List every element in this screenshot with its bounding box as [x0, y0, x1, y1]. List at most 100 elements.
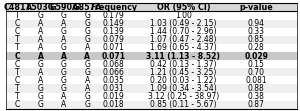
Text: G: G	[38, 84, 44, 93]
Text: A: A	[61, 19, 67, 28]
Bar	[6, 101, 297, 109]
Text: 0.85 (0.11 - 5.67): 0.85 (0.11 - 5.67)	[150, 100, 217, 109]
Text: A: A	[61, 100, 67, 109]
Bar	[6, 52, 297, 60]
Text: p-value: p-value	[239, 3, 273, 12]
Text: A: A	[61, 35, 67, 44]
Text: 1.09 (0.34 - 3.54): 1.09 (0.34 - 3.54)	[150, 84, 217, 93]
Text: G: G	[61, 43, 67, 52]
Text: 0.035: 0.035	[103, 76, 124, 85]
Text: A: A	[38, 35, 43, 44]
Text: 3.12 (0.25 - 38.97): 3.12 (0.25 - 38.97)	[148, 92, 219, 101]
Text: 0.071: 0.071	[101, 52, 125, 61]
Text: 0.068: 0.068	[103, 60, 124, 69]
Text: T: T	[15, 35, 20, 44]
Text: 0.42 (0.13 - 1.37): 0.42 (0.13 - 1.37)	[150, 60, 217, 69]
Text: 0.94: 0.94	[248, 19, 265, 28]
Text: 0.38: 0.38	[248, 92, 265, 101]
Text: 0.029: 0.029	[244, 52, 268, 61]
Text: C481T: C481T	[3, 3, 31, 12]
Text: G: G	[61, 84, 67, 93]
Text: C: C	[15, 27, 20, 36]
Text: 0.179: 0.179	[103, 11, 124, 20]
Text: G: G	[84, 60, 90, 69]
Text: G: G	[38, 92, 44, 101]
Bar	[6, 68, 297, 76]
Text: 1.03 (0.49 - 2.15): 1.03 (0.49 - 2.15)	[150, 19, 217, 28]
Text: 0.019: 0.019	[103, 92, 124, 101]
Text: 0.33: 0.33	[248, 27, 265, 36]
Text: G: G	[38, 60, 44, 69]
Bar	[6, 44, 297, 52]
Text: Frequency: Frequency	[90, 3, 137, 12]
Text: A: A	[38, 43, 43, 52]
Text: T: T	[15, 43, 20, 52]
Text: G: G	[61, 27, 67, 36]
Text: 0.149: 0.149	[103, 19, 124, 28]
Text: A: A	[38, 52, 44, 61]
Text: 0.081: 0.081	[245, 76, 267, 85]
Text: 1.69 (0.65 - 4.37): 1.69 (0.65 - 4.37)	[150, 43, 217, 52]
Text: 0.15: 0.15	[248, 60, 265, 69]
Text: 0.28: 0.28	[248, 43, 265, 52]
Bar	[6, 3, 297, 11]
Text: A: A	[84, 52, 90, 61]
Text: 0.70: 0.70	[248, 68, 265, 77]
Text: 1.44 (0.70 - 2.96): 1.44 (0.70 - 2.96)	[150, 27, 217, 36]
Text: G: G	[84, 19, 90, 28]
Bar	[6, 11, 297, 20]
Text: A: A	[38, 68, 43, 77]
Text: A: A	[38, 19, 43, 28]
Text: T: T	[15, 92, 20, 101]
Text: A: A	[38, 27, 43, 36]
Bar	[6, 93, 297, 101]
Text: A: A	[38, 76, 43, 85]
Text: G: G	[84, 11, 90, 20]
Text: C: C	[15, 76, 20, 85]
Text: 0.20 (0.03 - 1.22): 0.20 (0.03 - 1.22)	[150, 76, 217, 85]
Text: 1.00: 1.00	[175, 11, 192, 20]
Text: 3.11 (1.13 - 8.52): 3.11 (1.13 - 8.52)	[146, 52, 220, 61]
Text: A: A	[61, 52, 67, 61]
Text: G: G	[61, 68, 67, 77]
Text: C: C	[14, 52, 20, 61]
Text: A: A	[85, 76, 90, 85]
Text: A: A	[85, 43, 90, 52]
Text: 0.079: 0.079	[103, 35, 124, 44]
Text: G: G	[38, 11, 44, 20]
Text: G857A: G857A	[73, 3, 102, 12]
Text: G: G	[61, 76, 67, 85]
Bar	[6, 60, 297, 68]
Text: C: C	[15, 60, 20, 69]
Text: G: G	[61, 11, 67, 20]
Text: 1.07 (0.47 - 2.48): 1.07 (0.47 - 2.48)	[150, 35, 217, 44]
Text: G: G	[84, 68, 90, 77]
Text: A503G: A503G	[26, 3, 55, 12]
Text: G: G	[61, 60, 67, 69]
Text: G: G	[38, 100, 44, 109]
Text: 0.066: 0.066	[103, 68, 124, 77]
Text: C: C	[15, 19, 20, 28]
Text: 0.88: 0.88	[248, 84, 265, 93]
Text: C: C	[15, 100, 20, 109]
Text: T: T	[15, 84, 20, 93]
Bar	[6, 28, 297, 36]
Text: OR (95% CI): OR (95% CI)	[157, 3, 210, 12]
Text: 0.018: 0.018	[103, 100, 124, 109]
Text: G: G	[84, 27, 90, 36]
Bar	[6, 20, 297, 28]
Text: 0.071: 0.071	[103, 43, 124, 52]
Text: A: A	[61, 92, 67, 101]
Text: 1.21 (0.45 - 3.25): 1.21 (0.45 - 3.25)	[150, 68, 217, 77]
Text: G: G	[84, 92, 90, 101]
Bar	[6, 76, 297, 84]
Text: T: T	[15, 11, 20, 20]
Text: G: G	[84, 100, 90, 109]
Text: 0.85: 0.85	[248, 35, 265, 44]
Text: A: A	[85, 84, 90, 93]
Text: 0.031: 0.031	[103, 84, 124, 93]
Text: T: T	[15, 68, 20, 77]
Bar	[6, 84, 297, 93]
Text: G590A: G590A	[49, 3, 79, 12]
Text: 0.87: 0.87	[248, 100, 265, 109]
